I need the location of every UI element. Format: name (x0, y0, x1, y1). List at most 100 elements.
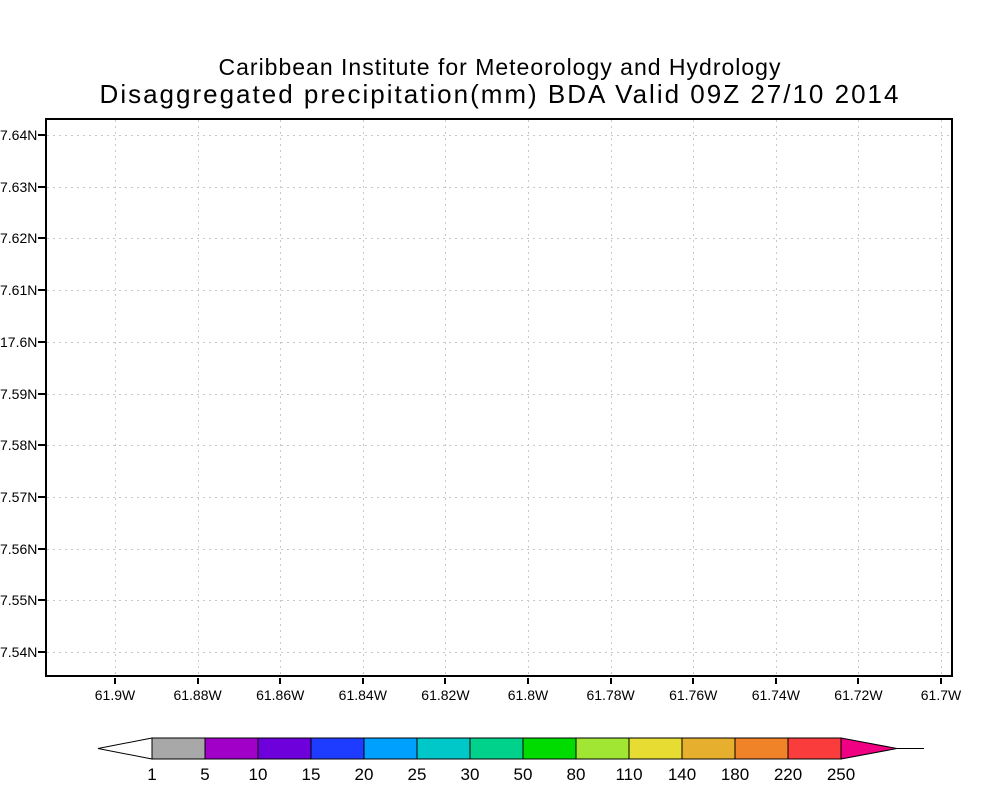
colorbar-below-arrow (97, 737, 153, 760)
gridline-horizontal (47, 496, 951, 498)
gridline-vertical (445, 120, 447, 675)
x-axis-tick (444, 678, 447, 684)
colorbar-label: 110 (615, 765, 642, 784)
gridline-vertical (197, 120, 199, 675)
x-axis-tick (609, 678, 612, 684)
colorbar: 1 5 10 15 20 25 30 50 80 110 140 180 220 250 (97, 737, 924, 784)
x-tick-label: 61.86W (256, 687, 305, 703)
y-axis-tick (38, 444, 45, 447)
x-tick-label: 61.76W (669, 687, 718, 703)
y-axis-tick (38, 237, 45, 240)
y-tick-label: 7.56N (0, 540, 38, 557)
colorbar-above-arrow (840, 737, 898, 760)
colorbar-segment (575, 737, 630, 760)
x-tick-label: 61.7W (920, 687, 962, 703)
x-axis-tick (527, 678, 529, 684)
colorbar-label: 20 (355, 765, 374, 784)
y-tick-label: 7.55N (0, 592, 38, 609)
colorbar-segment (787, 737, 842, 760)
colorbar-label: 80 (567, 765, 586, 784)
gridline-vertical (115, 120, 116, 675)
gridline-horizontal (47, 548, 951, 550)
gridline-vertical (775, 120, 777, 675)
colorbar-label: 50 (514, 765, 533, 784)
x-axis-tick (940, 678, 942, 684)
x-axis-tick (279, 678, 282, 684)
gridline-vertical (528, 120, 529, 675)
y-tick-label: 7.59N (0, 385, 38, 402)
gridline-horizontal (47, 238, 951, 240)
gridline-horizontal (47, 393, 951, 395)
colorbar-label: 30 (461, 765, 480, 784)
y-tick-label: 7.54N (0, 644, 38, 660)
x-axis-tick (857, 678, 860, 684)
colorbar-label: 140 (668, 765, 696, 784)
colorbar-label: 5 (200, 765, 209, 784)
x-axis-tick (774, 678, 777, 684)
gridline-vertical (858, 120, 860, 675)
colorbar-label: 25 (408, 765, 427, 784)
y-tick-label: 7.61N (0, 282, 38, 299)
y-axis-tick (38, 289, 45, 292)
y-tick-label: 7.57N (0, 488, 38, 505)
y-tick-label: 7.64N (0, 126, 38, 143)
y-axis-tick (38, 547, 45, 550)
y-axis-tick (38, 392, 45, 395)
colorbar-label: 180 (721, 765, 749, 784)
x-axis-tick (196, 678, 199, 684)
gridline-vertical (280, 120, 282, 675)
colorbar-segment (628, 737, 683, 760)
y-axis-tick (38, 185, 45, 188)
y-axis-tick (38, 133, 45, 136)
colorbar-segment (522, 737, 577, 760)
y-axis-tick (38, 495, 45, 498)
gridline-horizontal (47, 186, 951, 188)
x-axis-tick (692, 678, 695, 684)
y-tick-label: 7.62N (0, 230, 38, 247)
gridline-vertical (610, 120, 612, 675)
colorbar-label: 250 (827, 765, 855, 784)
colorbar-segment (363, 737, 418, 760)
colorbar-segment (310, 737, 365, 760)
figure-subtitle: Disaggregated precipitation(mm) BDA Vali… (99, 79, 901, 109)
gridline-horizontal (47, 341, 951, 343)
x-tick-label: 61.78W (586, 687, 635, 703)
x-axis-tick (114, 678, 116, 684)
x-axis-tick (361, 678, 364, 684)
y-axis-tick (38, 340, 45, 343)
gridline-horizontal (47, 134, 951, 136)
colorbar-segment (416, 737, 471, 760)
colorbar-label: 10 (249, 765, 268, 784)
colorbar-label: 1 (147, 765, 156, 784)
y-axis-tick (38, 651, 45, 653)
gridline-vertical (693, 120, 695, 675)
colorbar-segment (734, 737, 789, 760)
gridline-vertical (941, 120, 942, 675)
gridline-vertical (362, 120, 364, 675)
map-plot-area (45, 118, 953, 677)
figure-title: Caribbean Institute for Meteorology and … (218, 54, 782, 80)
x-tick-label: 61.9W (94, 687, 136, 703)
x-tick-label: 61.84W (338, 687, 387, 703)
gridline-horizontal (47, 445, 951, 447)
colorbar-segment (681, 737, 736, 760)
colorbar-label: 220 (774, 765, 802, 784)
gridline-horizontal (47, 600, 951, 602)
colorbar-segment (151, 737, 206, 760)
gridline-horizontal (47, 652, 951, 653)
y-tick-label: 7.58N (0, 437, 38, 454)
colorbar-segment (204, 737, 259, 760)
y-axis-tick (38, 599, 45, 602)
colorbar-segment (469, 737, 524, 760)
x-tick-label: 61.82W (421, 687, 470, 703)
colorbar-segment (257, 737, 312, 760)
x-tick-label: 61.74W (751, 687, 800, 703)
y-tick-label: 17.6N (0, 333, 38, 350)
gridline-horizontal (47, 290, 951, 292)
colorbar-label: 15 (302, 765, 321, 784)
y-tick-label: 7.63N (0, 178, 38, 195)
x-tick-label: 61.8W (507, 687, 549, 703)
x-tick-label: 61.88W (173, 687, 222, 703)
x-tick-label: 61.72W (834, 687, 883, 703)
